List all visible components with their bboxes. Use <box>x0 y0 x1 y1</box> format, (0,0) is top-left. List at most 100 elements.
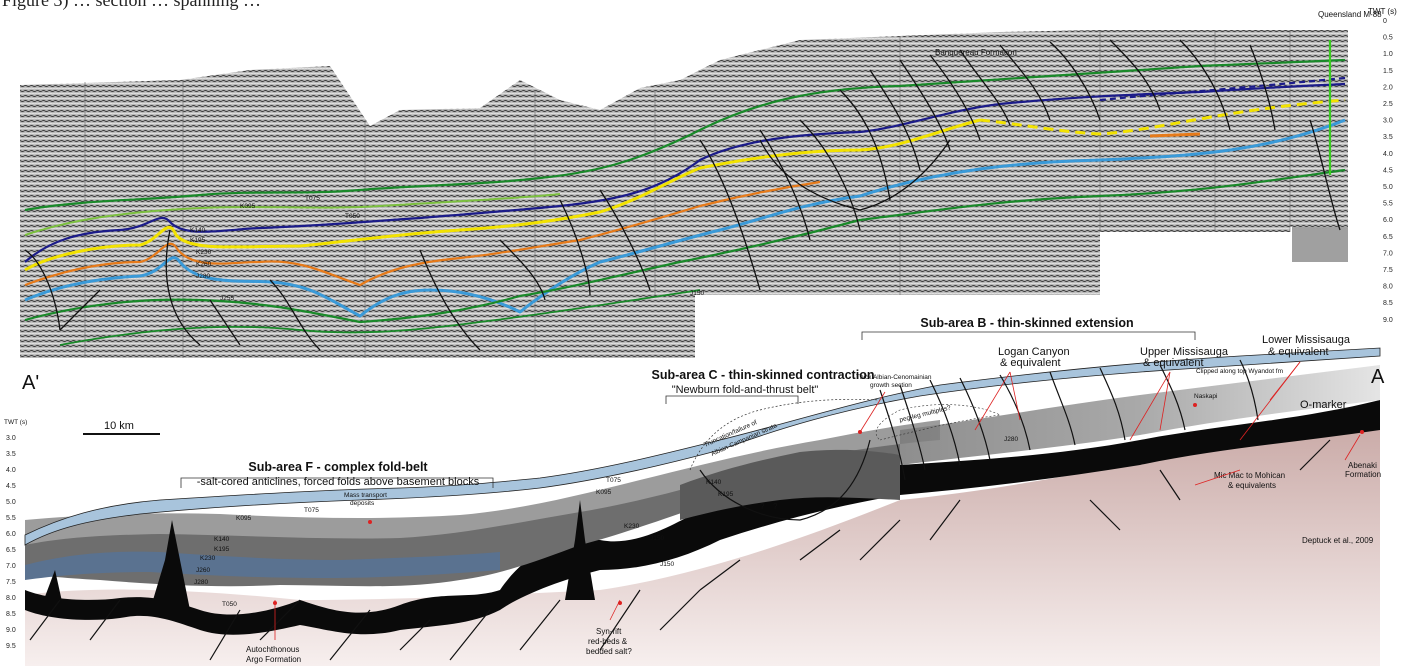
horizon-label: J280 <box>196 273 210 280</box>
twt-tick-label: 8.0 <box>1383 284 1393 291</box>
twt-tick-label: 7.5 <box>1383 267 1393 274</box>
twt-tick-label: 9.0 <box>1383 317 1393 324</box>
abenaki-label-2: Formation <box>1345 470 1381 479</box>
scale-bar-label: 10 km <box>104 420 134 432</box>
salt-diapirs <box>40 500 595 615</box>
scale-bar: 10 km <box>83 420 160 435</box>
abenaki-label: Abenaki <box>1348 461 1377 470</box>
subarea-f-subtitle: -salt-cored anticlines, forced folds abo… <box>197 476 480 488</box>
red-dots <box>273 403 1364 605</box>
twt-tick-label: 4.5 <box>1383 167 1393 174</box>
interpreted-section: 10 km A' A TWT (s) 3.0 3.5 4.0 4.5 5.0 5.5 6.0… <box>4 316 1385 666</box>
horizon-label: K230 <box>624 523 640 530</box>
horizon-label: T075 <box>305 195 320 202</box>
micmac-label-2: & equivalents <box>1228 481 1276 490</box>
logan-label-2: & equivalent <box>1000 357 1061 369</box>
twt-tick-label: 8.5 <box>1383 300 1393 307</box>
twt-tick-label: 3.0 <box>1383 118 1393 125</box>
formation-label: Banquereau Formation <box>935 48 1017 57</box>
salt-layer <box>25 400 1380 635</box>
horizon-label: K140 <box>190 227 206 234</box>
twt-tick-label: 6.0 <box>6 531 16 538</box>
twt-tick-label: 4.0 <box>6 467 16 474</box>
horizon-label: J150 <box>650 535 664 542</box>
horizon-label: T075 <box>606 477 621 484</box>
subarea-b-title: Sub-area B - thin-skinned extension <box>920 316 1133 330</box>
seismic-section: Queensland M-88 TWT (s) 0 0.5 1.0 1.5 2.0 2.5… <box>20 7 1397 358</box>
twt-tick-label: 2.5 <box>1383 101 1393 108</box>
question-mark: ? <box>773 502 778 511</box>
seismic-faults <box>24 39 1341 351</box>
extension-gradient <box>900 365 1380 465</box>
horizon-yellow-dashed <box>979 98 1346 136</box>
mass-transport-label: Mass transport <box>344 492 387 499</box>
clipped-label: Clipped along top Wyandot fm <box>1196 368 1283 375</box>
truncation-outline <box>689 398 881 471</box>
twt-tick-label: 5.0 <box>1383 184 1393 191</box>
twt-tick-label: 5.0 <box>6 499 16 506</box>
horizon-label: J150 <box>690 290 704 297</box>
thick-growth-label: Thick Albian-Cenomainian <box>856 374 932 381</box>
sediment-blue <box>25 551 500 580</box>
end-label-left: A' <box>22 372 39 394</box>
horizon-green-top <box>24 58 1346 212</box>
synrift-label: Syn-rift <box>596 627 622 636</box>
horizon-label: K095 <box>236 515 252 522</box>
horizon-label: K195 <box>190 237 206 244</box>
upper-missisauga-label-2: & equivalent <box>1143 357 1204 369</box>
horizon-label: K230 <box>200 555 216 562</box>
horizon-yellow <box>24 118 981 272</box>
sediment-mid <box>25 420 940 545</box>
synrift-label-2: red-beds & <box>588 637 628 646</box>
twt-tick-label: 9.0 <box>6 627 16 634</box>
horizon-label: J280 <box>194 579 208 586</box>
micmac-label: Mic Mac to Mohican <box>1214 471 1285 480</box>
seismic-horizons <box>24 40 1346 346</box>
horizon-green-deep <box>59 289 701 346</box>
horizon-label: T050 <box>222 601 237 608</box>
well-label: Queensland M-88 <box>1318 10 1382 19</box>
horizon-label: J150 <box>660 561 674 568</box>
horizon-label: K140 <box>214 536 230 543</box>
twt-tick-label: 5.5 <box>1383 201 1393 208</box>
horizon-label: K095 <box>596 489 612 496</box>
twt-tick-label: 4.0 <box>1383 151 1393 158</box>
twt-tick-label: 5.5 <box>6 515 16 522</box>
horizon-label: T050 <box>345 213 360 220</box>
twt-axis-bottom: 3.0 3.5 4.0 4.5 5.0 5.5 6.0 6.5 7.0 7.5 8.0 8.5 9.0 9… <box>6 435 16 650</box>
twt-tick-label: 3.5 <box>1383 134 1393 141</box>
citation: Deptuck et al., 2009 <box>1302 536 1374 545</box>
basement-redbeds <box>25 420 1380 666</box>
annotations: Truncation/failure of Albian-Campanian s… <box>246 334 1381 664</box>
horizon-green-lower <box>24 168 1346 324</box>
subarea-f-title: Sub-area F - complex fold-belt <box>248 460 428 474</box>
lower-missisauga-label-2: & equivalent <box>1268 346 1329 358</box>
naskapi-label: Naskapi <box>1194 393 1217 400</box>
question-mark: ? <box>760 502 765 511</box>
autochthonous-label-2: Argo Formation <box>246 655 301 664</box>
twt-tick-label: 7.0 <box>1383 250 1393 257</box>
twt-tick-label: 6.5 <box>1383 234 1393 241</box>
seismic-horizon-labels: K095 T075 K140 K195 K230 K260 J280 J255 … <box>190 195 704 302</box>
twt-tick-label: 6.5 <box>6 547 16 554</box>
twt-tick-label: 6.0 <box>1383 217 1393 224</box>
subarea-c-title: Sub-area C - thin-skinned contraction <box>652 368 875 382</box>
mass-transport-label-2: deposits <box>350 500 375 507</box>
twt-tick-label: 9.5 <box>6 643 16 650</box>
thick-growth-label-2: growth section <box>870 382 912 389</box>
horizon-label: K140 <box>706 479 722 486</box>
no-data-patch <box>1292 227 1348 262</box>
horizon-orange-seg <box>1149 132 1201 138</box>
sediment-dark <box>25 430 900 587</box>
pegleg-outline <box>875 404 1002 441</box>
twt-tick-label: 1.0 <box>1383 51 1393 58</box>
seafloor-layer <box>24 347 1381 546</box>
end-label-right: A <box>1371 366 1385 388</box>
twt-tick-label: 1.5 <box>1383 68 1393 75</box>
subarea-brackets <box>180 331 1196 488</box>
horizon-label: J255 <box>220 295 234 302</box>
leader-lines <box>274 361 1361 640</box>
twt-axis-top: 0 0.5 1.0 1.5 2.0 2.5 3.0 3.5 4.0 4.5 5.0 5.5 6.0 6.5… <box>1383 18 1393 324</box>
twt-axis-title: TWT (s) <box>1368 7 1397 16</box>
